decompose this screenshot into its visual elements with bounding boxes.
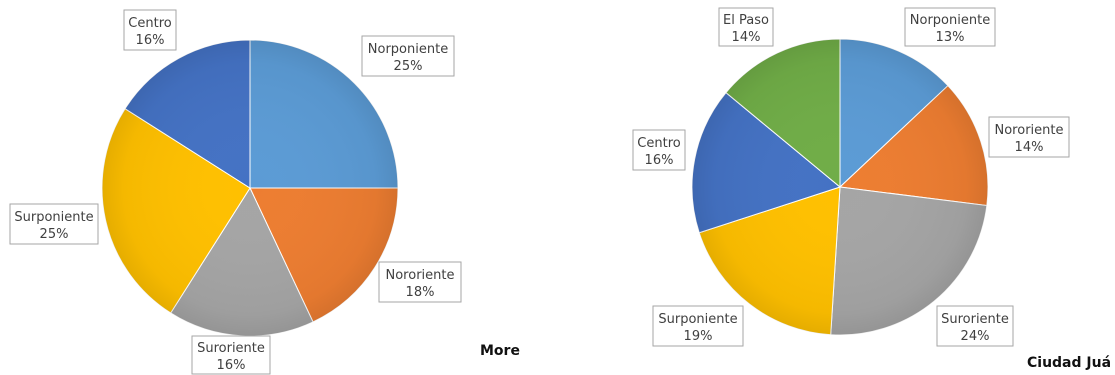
pie-label-value: 25% <box>394 59 423 74</box>
pie-label-value: 18% <box>406 285 435 300</box>
pie-label-nororiente: Nororiente 14% <box>988 116 1070 158</box>
pie-label-value: 16% <box>136 33 165 48</box>
pie-label-value: 19% <box>684 329 713 344</box>
pie-label-value: 16% <box>645 153 674 168</box>
pie-label-surponiente: Surponiente 25% <box>9 203 99 245</box>
pie-label-norponiente: Norponiente 25% <box>361 35 455 77</box>
pie-label-norponiente: Norponiente 13% <box>904 7 996 47</box>
pie-label-el-paso: El Paso 14% <box>718 7 774 47</box>
pie-label-name: Suroriente <box>197 341 265 356</box>
pie-label-centro: Centro 16% <box>632 129 686 171</box>
pie-label-name: Surponiente <box>658 312 737 327</box>
pie-label-surponiente: Surponiente 19% <box>652 305 744 347</box>
pie-label-name: Suroriente <box>941 312 1009 327</box>
pie-label-name: El Paso <box>723 13 769 28</box>
pie-label-value: 14% <box>1015 140 1044 155</box>
pie-label-name: Surponiente <box>14 210 93 225</box>
pie-label-nororiente: Nororiente 18% <box>378 261 462 303</box>
chart-caption-ciudad-juarez: Ciudad Juá <box>1027 355 1112 371</box>
pie-label-value: 14% <box>732 30 761 45</box>
chart-caption-more: More <box>480 343 520 359</box>
pie-label-name: Centro <box>128 16 171 31</box>
pie-label-value: 16% <box>217 358 246 373</box>
pie-label-suroriente: Suroriente 24% <box>936 305 1014 347</box>
pie-label-centro: Centro 16% <box>123 9 177 51</box>
pie-label-value: 24% <box>961 329 990 344</box>
pie-label-name: Centro <box>637 136 680 151</box>
pie-label-value: 25% <box>40 227 69 242</box>
pie-label-name: Norponiente <box>368 42 448 57</box>
pie-label-suroriente: Suroriente 16% <box>191 335 271 375</box>
pie-label-name: Nororiente <box>386 268 455 283</box>
pie-label-value: 13% <box>936 30 965 45</box>
pie-chart-more: Norponiente 25% Nororiente 18% Suroriente 16%… <box>9 9 462 375</box>
pie-chart-ciudad-juarez: Norponiente 13% Nororiente 14% Suroriente 24%… <box>632 7 1070 347</box>
pie-label-name: Norponiente <box>910 13 990 28</box>
pie-label-name: Nororiente <box>995 123 1064 138</box>
